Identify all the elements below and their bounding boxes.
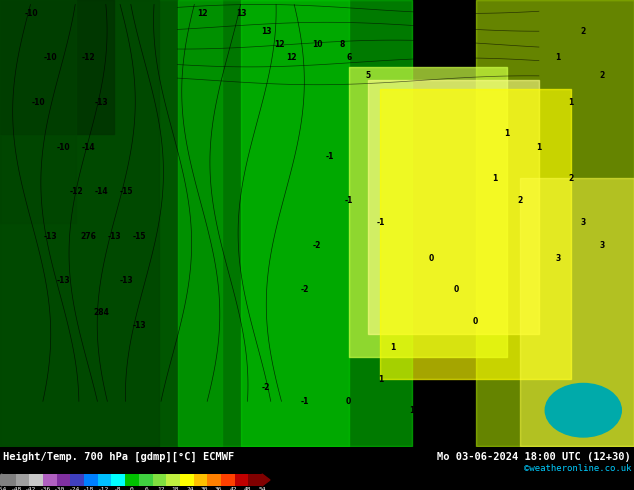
Text: -1: -1 bbox=[376, 219, 385, 227]
Circle shape bbox=[545, 384, 621, 437]
Text: 42: 42 bbox=[230, 487, 237, 490]
Bar bbox=[2, 474, 16, 486]
Text: 36: 36 bbox=[215, 487, 223, 490]
Text: 2: 2 bbox=[568, 174, 573, 183]
Text: 2: 2 bbox=[517, 196, 522, 205]
Text: -13: -13 bbox=[133, 321, 146, 330]
Text: 1: 1 bbox=[555, 53, 560, 62]
Text: 13: 13 bbox=[261, 27, 271, 36]
Bar bbox=[180, 474, 193, 486]
Text: 1: 1 bbox=[568, 98, 573, 107]
Text: 6: 6 bbox=[346, 53, 351, 62]
Text: -1: -1 bbox=[325, 151, 334, 161]
Text: 12: 12 bbox=[274, 40, 284, 49]
Bar bbox=[139, 474, 153, 486]
Text: 2: 2 bbox=[581, 27, 586, 36]
Text: -13: -13 bbox=[56, 276, 70, 285]
Text: -8: -8 bbox=[114, 487, 121, 490]
Text: 0: 0 bbox=[454, 285, 459, 294]
Text: -36: -36 bbox=[40, 487, 51, 490]
Text: 5: 5 bbox=[365, 72, 370, 80]
Text: -48: -48 bbox=[11, 487, 22, 490]
Text: 1: 1 bbox=[391, 343, 396, 352]
Text: 1: 1 bbox=[492, 174, 497, 183]
Text: -2: -2 bbox=[313, 241, 321, 250]
Text: 3: 3 bbox=[600, 241, 605, 250]
Bar bbox=[84, 474, 98, 486]
Text: 1: 1 bbox=[505, 129, 510, 138]
Bar bbox=[98, 474, 112, 486]
Text: 2: 2 bbox=[600, 72, 605, 80]
Text: 12: 12 bbox=[198, 9, 208, 18]
Text: -13: -13 bbox=[44, 232, 58, 241]
Text: 8: 8 bbox=[340, 40, 345, 49]
Text: -15: -15 bbox=[133, 232, 146, 241]
Bar bbox=[207, 474, 221, 486]
Text: 13: 13 bbox=[236, 9, 246, 18]
Text: 0: 0 bbox=[429, 254, 434, 263]
Text: 18: 18 bbox=[172, 487, 179, 490]
Bar bbox=[125, 474, 139, 486]
Text: -10: -10 bbox=[56, 143, 70, 151]
Text: 1: 1 bbox=[378, 374, 383, 384]
Text: 1: 1 bbox=[410, 406, 415, 415]
Bar bbox=[235, 474, 249, 486]
Text: -1: -1 bbox=[344, 196, 353, 205]
Bar bbox=[193, 474, 207, 486]
Text: -30: -30 bbox=[54, 487, 65, 490]
Text: ©weatheronline.co.uk: ©weatheronline.co.uk bbox=[524, 464, 631, 473]
Text: -14: -14 bbox=[94, 187, 108, 196]
Bar bbox=[56, 474, 70, 486]
Text: 3: 3 bbox=[555, 254, 560, 263]
Text: 284: 284 bbox=[93, 308, 110, 317]
Text: 6: 6 bbox=[145, 487, 148, 490]
Text: 24: 24 bbox=[186, 487, 193, 490]
Bar bbox=[70, 474, 84, 486]
Text: 12: 12 bbox=[287, 53, 297, 62]
Text: -1: -1 bbox=[300, 397, 309, 406]
Text: -42: -42 bbox=[25, 487, 37, 490]
Text: -15: -15 bbox=[120, 187, 134, 196]
Text: -13: -13 bbox=[107, 232, 121, 241]
Text: -54: -54 bbox=[0, 487, 8, 490]
Text: -10: -10 bbox=[31, 98, 45, 107]
Text: -2: -2 bbox=[300, 285, 309, 294]
Bar bbox=[112, 474, 125, 486]
Bar bbox=[29, 474, 43, 486]
Text: 54: 54 bbox=[258, 487, 266, 490]
Text: 30: 30 bbox=[200, 487, 208, 490]
Text: 3: 3 bbox=[581, 219, 586, 227]
Text: -18: -18 bbox=[83, 487, 94, 490]
Text: -12: -12 bbox=[98, 487, 109, 490]
Bar bbox=[166, 474, 180, 486]
Text: -13: -13 bbox=[94, 98, 108, 107]
Text: 10: 10 bbox=[312, 40, 322, 49]
Bar bbox=[153, 474, 166, 486]
Text: 1: 1 bbox=[536, 143, 541, 151]
Text: 0: 0 bbox=[130, 487, 134, 490]
Text: 0: 0 bbox=[346, 397, 351, 406]
Text: -10: -10 bbox=[25, 9, 39, 18]
Text: 0: 0 bbox=[473, 317, 478, 325]
Bar bbox=[16, 474, 29, 486]
Bar bbox=[43, 474, 56, 486]
Text: 12: 12 bbox=[157, 487, 165, 490]
Text: -10: -10 bbox=[44, 53, 58, 62]
Text: Height/Temp. 700 hPa [gdmp][°C] ECMWF: Height/Temp. 700 hPa [gdmp][°C] ECMWF bbox=[3, 452, 234, 462]
Text: -2: -2 bbox=[262, 384, 271, 392]
Text: -24: -24 bbox=[68, 487, 80, 490]
Text: -12: -12 bbox=[69, 187, 83, 196]
Polygon shape bbox=[0, 474, 2, 486]
Text: -14: -14 bbox=[82, 143, 96, 151]
Text: Mo 03-06-2024 18:00 UTC (12+30): Mo 03-06-2024 18:00 UTC (12+30) bbox=[437, 452, 631, 462]
Bar bbox=[221, 474, 235, 486]
Polygon shape bbox=[262, 474, 270, 486]
Text: -13: -13 bbox=[120, 276, 134, 285]
Bar bbox=[249, 474, 262, 486]
Text: -12: -12 bbox=[82, 53, 96, 62]
Text: 276: 276 bbox=[81, 232, 97, 241]
Text: 48: 48 bbox=[244, 487, 251, 490]
